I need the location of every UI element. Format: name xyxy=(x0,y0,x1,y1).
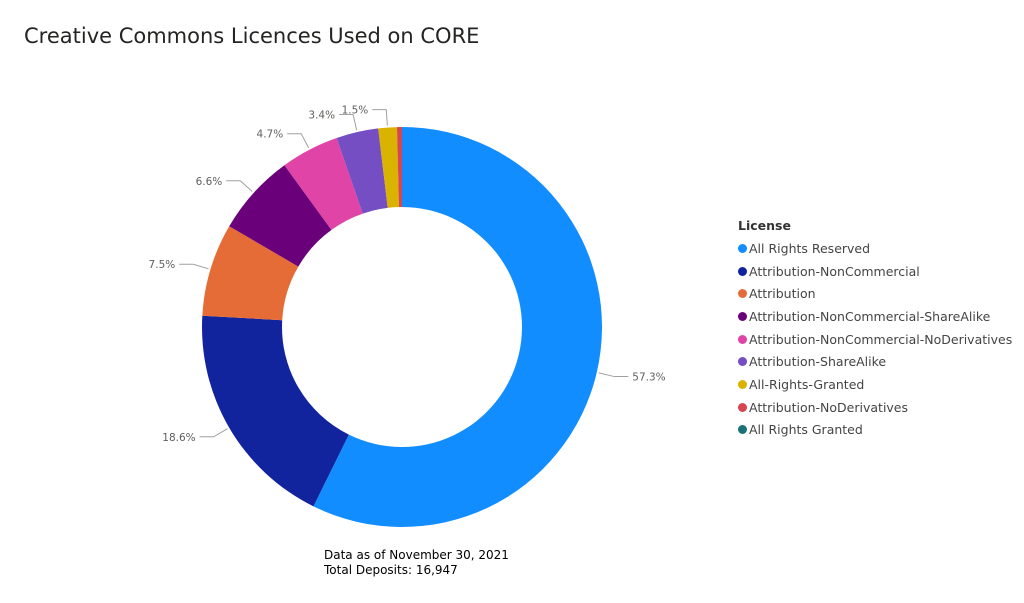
leader-line xyxy=(339,114,358,131)
data-date: Data as of November 30, 2021 xyxy=(324,548,509,562)
leader-line xyxy=(179,263,209,270)
legend-marker xyxy=(738,425,747,435)
legend-marker xyxy=(738,289,747,299)
legend-label: Attribution-NonCommercial-ShareAlike xyxy=(749,308,991,324)
slice[interactable] xyxy=(201,315,349,507)
legend-item[interactable]: Attribution xyxy=(738,282,1012,305)
legend-label: Attribution-NonCommercial-NoDerivatives xyxy=(749,331,1013,347)
legend: License All Rights Reserved Attribution-N… xyxy=(738,218,1012,441)
total-deposits: Total Deposits: 16,947 xyxy=(324,563,458,577)
leader-line xyxy=(226,180,253,192)
legend-item[interactable]: Attribution-NonCommercial-ShareAlike xyxy=(738,305,1012,328)
legend-label: Attribution-NonCommercial xyxy=(749,263,920,279)
slice[interactable] xyxy=(378,127,399,208)
legend-item[interactable]: All Rights Reserved xyxy=(738,237,1012,260)
legend-label: Attribution-NoDerivatives xyxy=(749,399,909,415)
leader-line xyxy=(598,372,629,378)
legend-marker xyxy=(738,379,747,389)
data-label: 4.7% xyxy=(257,129,284,141)
legend-marker xyxy=(738,357,747,367)
chart-title: Creative Commons Licences Used on CORE xyxy=(24,24,480,48)
legend-marker xyxy=(738,266,747,276)
legend-item[interactable]: All Rights Granted xyxy=(738,419,1012,442)
legend-item[interactable]: Attribution-NoDerivatives xyxy=(738,396,1012,419)
data-label: 7.5% xyxy=(149,259,176,271)
legend-title: License xyxy=(738,218,791,233)
legend-label: All Rights Reserved xyxy=(749,240,871,256)
leader-line xyxy=(199,428,228,438)
slice[interactable] xyxy=(336,128,388,214)
slice[interactable] xyxy=(202,226,299,321)
data-label: 6.6% xyxy=(196,176,223,188)
legend-item[interactable]: Attribution-NonCommercial-NoDerivatives xyxy=(738,328,1012,351)
legend-item[interactable]: Attribution-ShareAlike xyxy=(738,350,1012,373)
slice[interactable] xyxy=(313,127,602,527)
legend-label: All-Rights-Granted xyxy=(749,376,865,392)
leader-line xyxy=(372,109,388,126)
legend-label: Attribution-ShareAlike xyxy=(749,354,887,370)
legend-label: All Rights Granted xyxy=(749,422,863,438)
data-label: 1.5% xyxy=(342,105,369,117)
leader-line xyxy=(287,133,310,149)
legend-marker xyxy=(738,402,747,412)
legend-marker xyxy=(738,311,747,321)
footer-note: Data as of November 30, 2021 Total Depos… xyxy=(324,548,509,578)
slice[interactable] xyxy=(396,127,402,208)
legend-label: Attribution xyxy=(749,286,816,302)
legend-marker xyxy=(738,243,747,253)
legend-item[interactable]: Attribution-NonCommercial xyxy=(738,260,1012,283)
legend-marker xyxy=(738,334,747,344)
data-label: 3.4% xyxy=(308,110,335,122)
legend-item[interactable]: All-Rights-Granted xyxy=(738,373,1012,396)
data-label: 18.6% xyxy=(162,432,195,444)
slice[interactable] xyxy=(229,165,332,267)
slice[interactable] xyxy=(284,137,363,230)
data-label: 57.3% xyxy=(632,372,665,384)
